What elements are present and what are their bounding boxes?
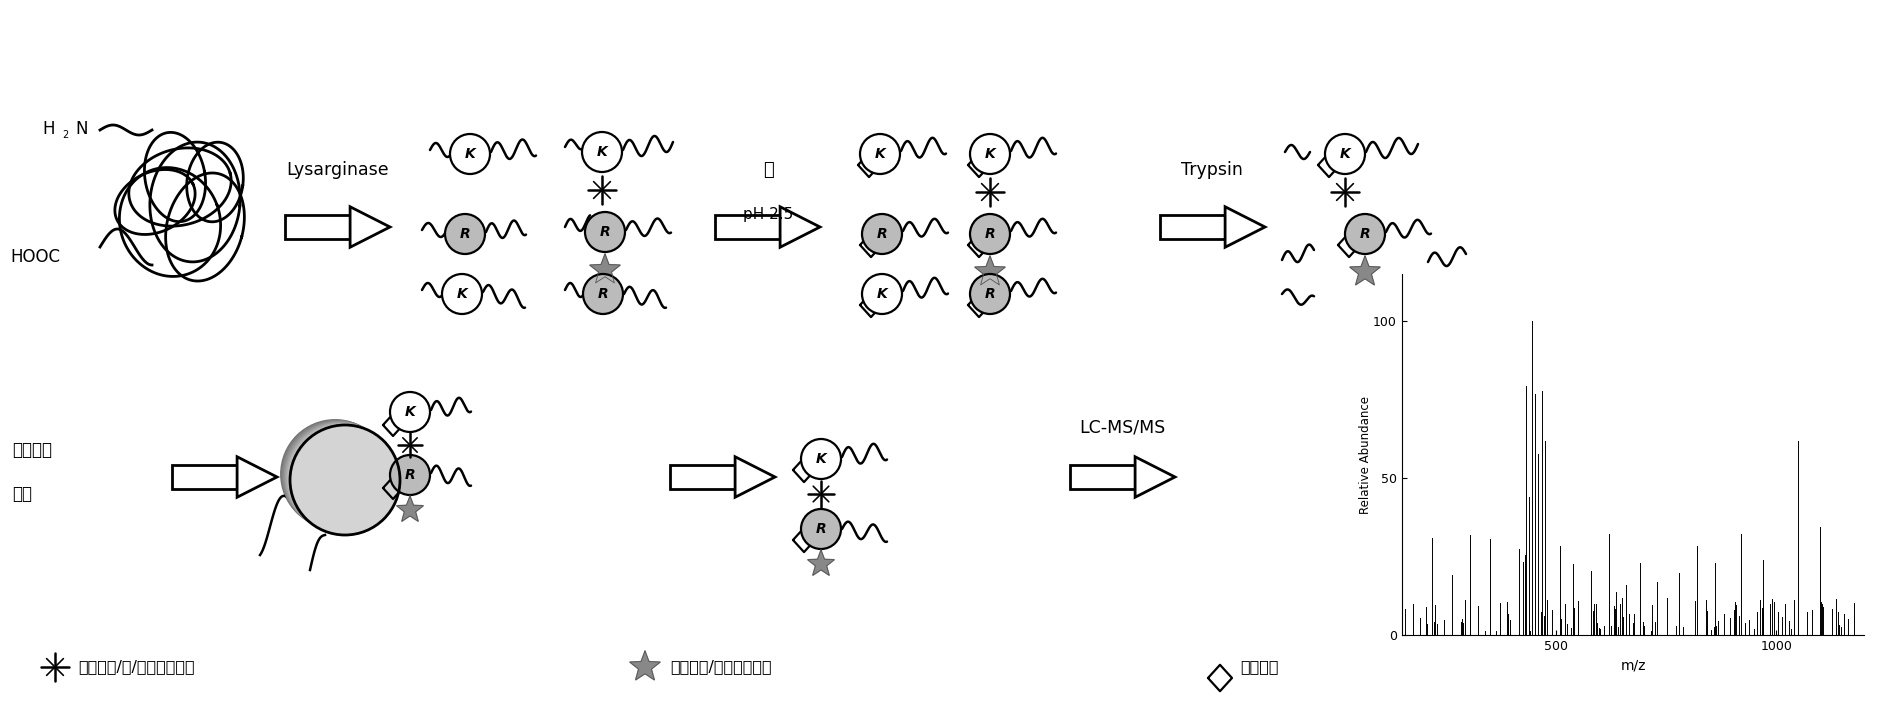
Text: K: K xyxy=(457,287,467,301)
Polygon shape xyxy=(238,457,278,497)
Circle shape xyxy=(281,420,391,530)
Circle shape xyxy=(801,439,841,479)
Circle shape xyxy=(861,274,903,314)
Circle shape xyxy=(283,422,393,531)
Text: R: R xyxy=(1360,227,1370,241)
Text: R: R xyxy=(599,225,610,239)
Bar xyxy=(716,215,780,239)
Circle shape xyxy=(446,214,485,254)
Circle shape xyxy=(285,422,395,532)
Text: R: R xyxy=(597,287,608,301)
Polygon shape xyxy=(1226,206,1266,247)
Polygon shape xyxy=(589,254,620,283)
Text: N: N xyxy=(76,120,87,138)
Polygon shape xyxy=(780,206,820,247)
Text: LC-MS/MS: LC-MS/MS xyxy=(1079,418,1166,436)
Text: 醛: 醛 xyxy=(763,161,773,179)
Circle shape xyxy=(1324,134,1366,174)
Polygon shape xyxy=(349,206,389,247)
Circle shape xyxy=(291,425,399,534)
Text: R: R xyxy=(404,468,416,482)
Text: R: R xyxy=(984,227,996,241)
Circle shape xyxy=(861,214,903,254)
Circle shape xyxy=(859,134,899,174)
Circle shape xyxy=(389,455,431,495)
Text: pH 2.5: pH 2.5 xyxy=(742,206,793,222)
Bar xyxy=(285,215,349,239)
Circle shape xyxy=(285,423,395,532)
Text: 精氨酸单/二甲基化修饰: 精氨酸单/二甲基化修饰 xyxy=(671,659,771,674)
Text: K: K xyxy=(816,452,825,466)
Text: $_2$: $_2$ xyxy=(62,127,70,141)
Polygon shape xyxy=(1135,457,1175,497)
Polygon shape xyxy=(975,256,1005,285)
Circle shape xyxy=(287,424,397,533)
Y-axis label: Relative Abundance: Relative Abundance xyxy=(1358,396,1371,514)
Circle shape xyxy=(280,419,391,529)
Text: R: R xyxy=(984,287,996,301)
Text: H: H xyxy=(42,120,55,138)
Circle shape xyxy=(285,422,395,531)
Circle shape xyxy=(1345,214,1385,254)
Circle shape xyxy=(283,421,393,531)
Circle shape xyxy=(969,274,1011,314)
Circle shape xyxy=(801,509,841,549)
Circle shape xyxy=(289,425,399,534)
Bar xyxy=(671,465,735,489)
Bar xyxy=(1069,465,1135,489)
Polygon shape xyxy=(808,550,835,575)
Text: K: K xyxy=(876,287,888,301)
Text: HOOC: HOOC xyxy=(9,248,60,266)
Text: K: K xyxy=(984,147,996,161)
Text: 封闭标签: 封闭标签 xyxy=(1239,659,1279,674)
Polygon shape xyxy=(397,496,423,521)
Circle shape xyxy=(969,214,1011,254)
Text: 材料: 材料 xyxy=(11,485,32,503)
Text: 氨基活性: 氨基活性 xyxy=(11,441,53,459)
Bar xyxy=(1160,215,1226,239)
Text: R: R xyxy=(816,522,825,536)
Text: Lysarginase: Lysarginase xyxy=(287,161,389,179)
Text: K: K xyxy=(404,405,416,419)
Text: Trypsin: Trypsin xyxy=(1181,161,1243,179)
Text: 赖氨酸单/二/三甲基化修饰: 赖氨酸单/二/三甲基化修饰 xyxy=(77,659,195,674)
Circle shape xyxy=(584,274,623,314)
Circle shape xyxy=(586,212,625,252)
Polygon shape xyxy=(1351,256,1381,285)
Text: R: R xyxy=(459,227,470,241)
Text: K: K xyxy=(1339,147,1351,161)
Circle shape xyxy=(289,425,399,534)
Circle shape xyxy=(450,134,489,174)
Polygon shape xyxy=(629,651,661,680)
Circle shape xyxy=(969,134,1011,174)
X-axis label: m/z: m/z xyxy=(1621,658,1645,673)
Circle shape xyxy=(281,420,393,530)
Text: K: K xyxy=(465,147,476,161)
Circle shape xyxy=(442,274,482,314)
Bar xyxy=(172,465,238,489)
Circle shape xyxy=(281,419,391,529)
Circle shape xyxy=(287,423,397,533)
Circle shape xyxy=(389,392,431,432)
Text: R: R xyxy=(876,227,888,241)
Polygon shape xyxy=(735,457,774,497)
Text: K: K xyxy=(597,145,608,159)
Text: K: K xyxy=(875,147,886,161)
Circle shape xyxy=(289,424,397,534)
Circle shape xyxy=(582,132,621,172)
